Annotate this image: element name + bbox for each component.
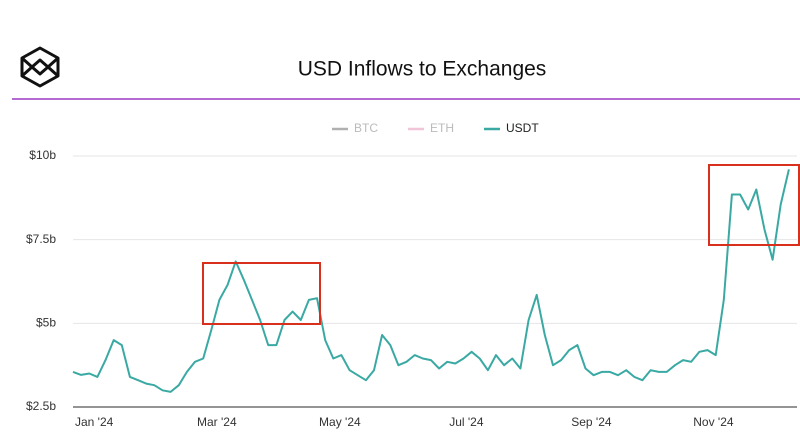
legend-label: ETH [430, 121, 454, 135]
x-tick-label: Mar '24 [197, 415, 237, 429]
legend: BTC ETH USDT [332, 121, 539, 135]
y-tick-label: $2.5b [26, 399, 56, 413]
x-tick-label: May '24 [319, 415, 361, 429]
x-tick-label: Nov '24 [693, 415, 734, 429]
y-tick-label: $10b [29, 148, 56, 162]
logo [20, 46, 60, 88]
highlight-box [202, 262, 321, 325]
x-tick-label: Sep '24 [571, 415, 612, 429]
legend-label: BTC [354, 121, 378, 135]
series-line [72, 169, 790, 393]
x-tick-label: Jul '24 [449, 415, 484, 429]
y-tick-label: $5b [36, 316, 56, 330]
y-tick-label: $7.5b [26, 232, 56, 246]
x-tick-label: Jan '24 [75, 415, 114, 429]
plot-area: $2.5b $5b $7.5b $10b Jan '24 Mar '24 May '24 Ju… [26, 148, 797, 429]
chart-title: USD Inflows to Exchanges [298, 58, 547, 81]
legend-label: USDT [506, 121, 539, 135]
highlight-box [708, 164, 800, 246]
